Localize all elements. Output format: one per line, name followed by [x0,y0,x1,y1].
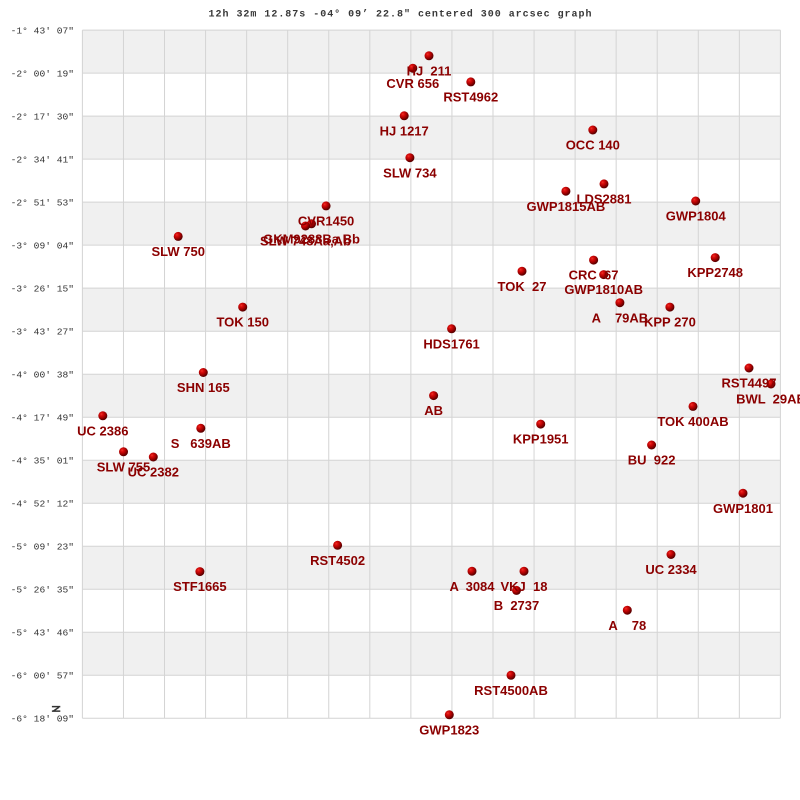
svg-text:TOK 27: TOK 27 [498,279,547,294]
svg-text:-4° 00' 38": -4° 00' 38" [11,370,74,381]
svg-text:RST4500AB: RST4500AB [474,683,548,698]
svg-text:-3° 26' 15": -3° 26' 15" [11,284,74,295]
svg-text:TOK 400AB: TOK 400AB [657,414,728,429]
svg-text:GWP1823: GWP1823 [419,722,479,737]
svg-text:KPP1951: KPP1951 [513,432,569,447]
svg-text:OCC 140: OCC 140 [566,138,620,153]
svg-text:SLW 748Aa,Ab: SLW 748Aa,Ab [260,234,351,249]
svg-text:CVR1450: CVR1450 [298,214,354,229]
svg-text:-3° 09' 04": -3° 09' 04" [11,241,74,252]
svg-text:-4° 52' 12": -4° 52' 12" [11,499,74,510]
svg-text:-2° 34' 41": -2° 34' 41" [11,154,74,165]
svg-text:GWP1810AB: GWP1810AB [564,282,643,297]
svg-text:BU 922: BU 922 [628,453,676,468]
svg-text:-2° 51' 53": -2° 51' 53" [11,197,74,208]
svg-text:SHN 165: SHN 165 [177,380,230,395]
svg-text:CRC 67: CRC 67 [569,268,619,283]
svg-text:VKJ 18: VKJ 18 [501,579,548,594]
svg-text:GKM9288Ba,Bb: GKM9288Ba,Bb [263,231,360,246]
svg-text:AB: AB [424,403,443,418]
svg-text:-6° 18' 09": -6° 18' 09" [11,714,74,725]
svg-text:RST4502: RST4502 [310,553,365,568]
svg-text:RST4962: RST4962 [443,90,498,105]
svg-text:STF1665: STF1665 [173,579,226,594]
svg-text:KPP 270: KPP 270 [644,315,696,330]
svg-text:GWP1804: GWP1804 [666,209,727,224]
svg-text:UC 2386: UC 2386 [77,423,128,438]
svg-text:UC 2382: UC 2382 [128,465,179,480]
svg-text:-4° 35' 01": -4° 35' 01" [11,456,74,467]
svg-text:SLW 755: SLW 755 [97,459,150,474]
svg-text:GWP1815AB: GWP1815AB [527,199,606,214]
svg-text:-2° 00' 19": -2° 00' 19" [11,68,74,79]
svg-text:KPP2748: KPP2748 [687,265,743,280]
svg-text:A 3084: A 3084 [449,579,495,594]
svg-text:GWP1801: GWP1801 [713,501,773,516]
svg-text:-4° 17' 49": -4° 17' 49" [11,413,74,424]
svg-text:SLW 750: SLW 750 [151,244,204,259]
svg-text:-6° 00' 57": -6° 00' 57" [11,671,74,682]
svg-text:SLW 734: SLW 734 [383,165,437,180]
svg-text:LDS2881: LDS2881 [577,192,632,207]
svg-text:S 639AB: S 639AB [171,436,231,451]
svg-text:B 2737: B 2737 [494,598,540,613]
svg-text:BWL 29AB: BWL 29AB [736,392,800,407]
svg-text:-5° 09' 23": -5° 09' 23" [11,542,74,553]
svg-text:HDS1761: HDS1761 [423,336,479,351]
svg-text:A 79AB: A 79AB [592,310,649,325]
svg-text:-3° 43' 27": -3° 43' 27" [11,327,74,338]
svg-text:RST4497: RST4497 [722,376,777,391]
svg-text:HJ 1217: HJ 1217 [380,123,429,138]
svg-text:12h 32m 12.87s -04° 09’ 22.8": 12h 32m 12.87s -04° 09’ 22.8" centered 3… [209,9,593,21]
svg-text:-5° 43' 46": -5° 43' 46" [11,628,74,639]
svg-text:TOK 150: TOK 150 [216,315,269,330]
svg-text:-1° 43' 07": -1° 43' 07" [11,25,74,36]
svg-text:-2° 17' 30": -2° 17' 30" [11,111,74,122]
svg-text:CVR 656: CVR 656 [386,76,439,91]
svg-text:HJ 211: HJ 211 [407,63,452,78]
svg-text:-5° 26' 35": -5° 26' 35" [11,585,74,596]
svg-text:UC 2334: UC 2334 [645,562,697,577]
svg-text:A 78: A 78 [608,618,646,633]
